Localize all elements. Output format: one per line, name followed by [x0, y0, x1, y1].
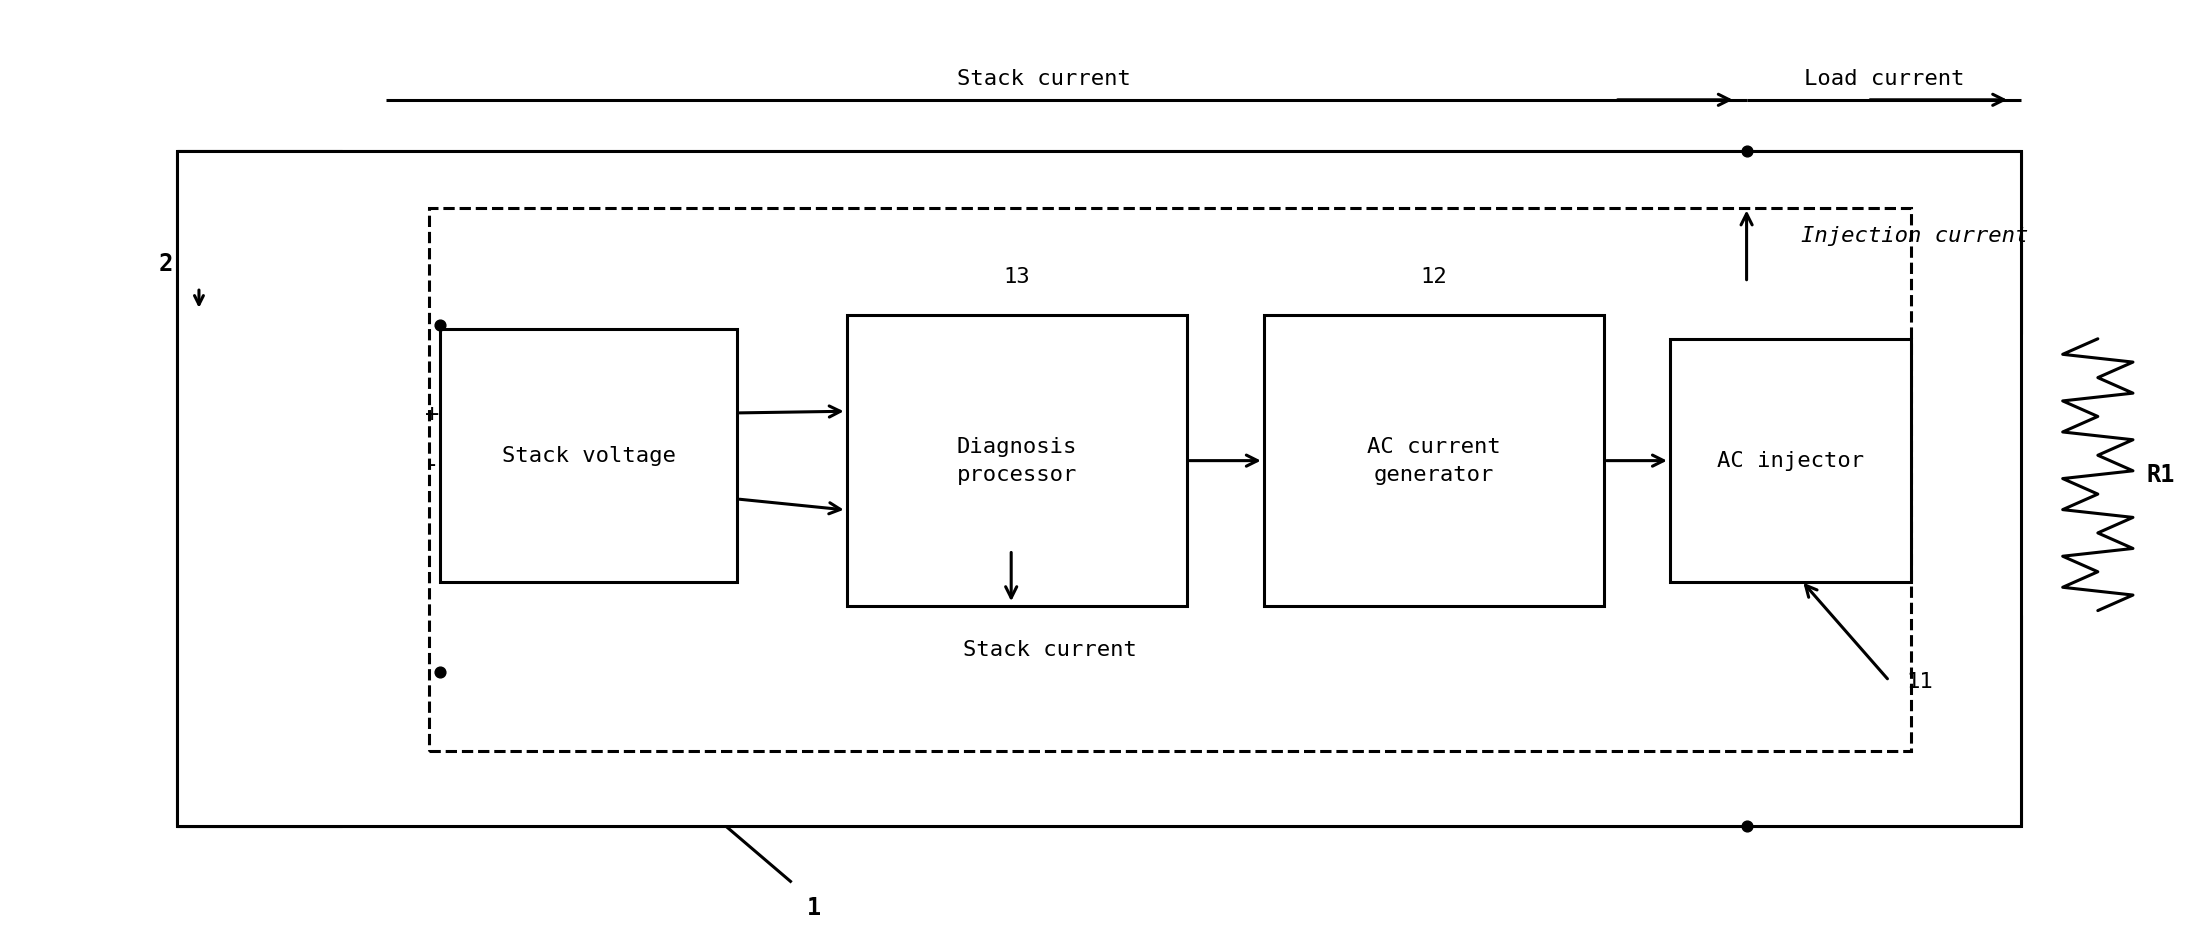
Text: Stack current: Stack current — [956, 69, 1132, 88]
Point — [422, 317, 457, 332]
Bar — [440, 329, 736, 583]
Bar — [1264, 315, 1605, 606]
Bar — [178, 151, 2020, 826]
Text: AC injector: AC injector — [1717, 450, 1864, 471]
Text: 2: 2 — [158, 252, 174, 275]
Bar — [1670, 338, 1912, 583]
Text: Injection current: Injection current — [1802, 226, 2029, 245]
Point — [1730, 819, 1765, 834]
Text: Load current: Load current — [1805, 69, 1965, 88]
Text: Stack voltage: Stack voltage — [501, 446, 675, 466]
Point — [1730, 144, 1765, 159]
Text: +: + — [424, 401, 440, 426]
Text: -: - — [424, 453, 440, 478]
Text: 11: 11 — [1908, 671, 1934, 692]
Text: Stack current: Stack current — [963, 640, 1136, 660]
Text: Diagnosis
processor: Diagnosis processor — [956, 436, 1077, 485]
Bar — [846, 315, 1187, 606]
Text: 13: 13 — [1002, 267, 1031, 288]
Text: R1: R1 — [2145, 462, 2174, 487]
Text: AC current
generator: AC current generator — [1367, 436, 1501, 485]
Text: 1: 1 — [807, 897, 820, 920]
Text: 12: 12 — [1420, 267, 1446, 288]
Bar — [429, 208, 1912, 751]
Point — [422, 664, 457, 679]
